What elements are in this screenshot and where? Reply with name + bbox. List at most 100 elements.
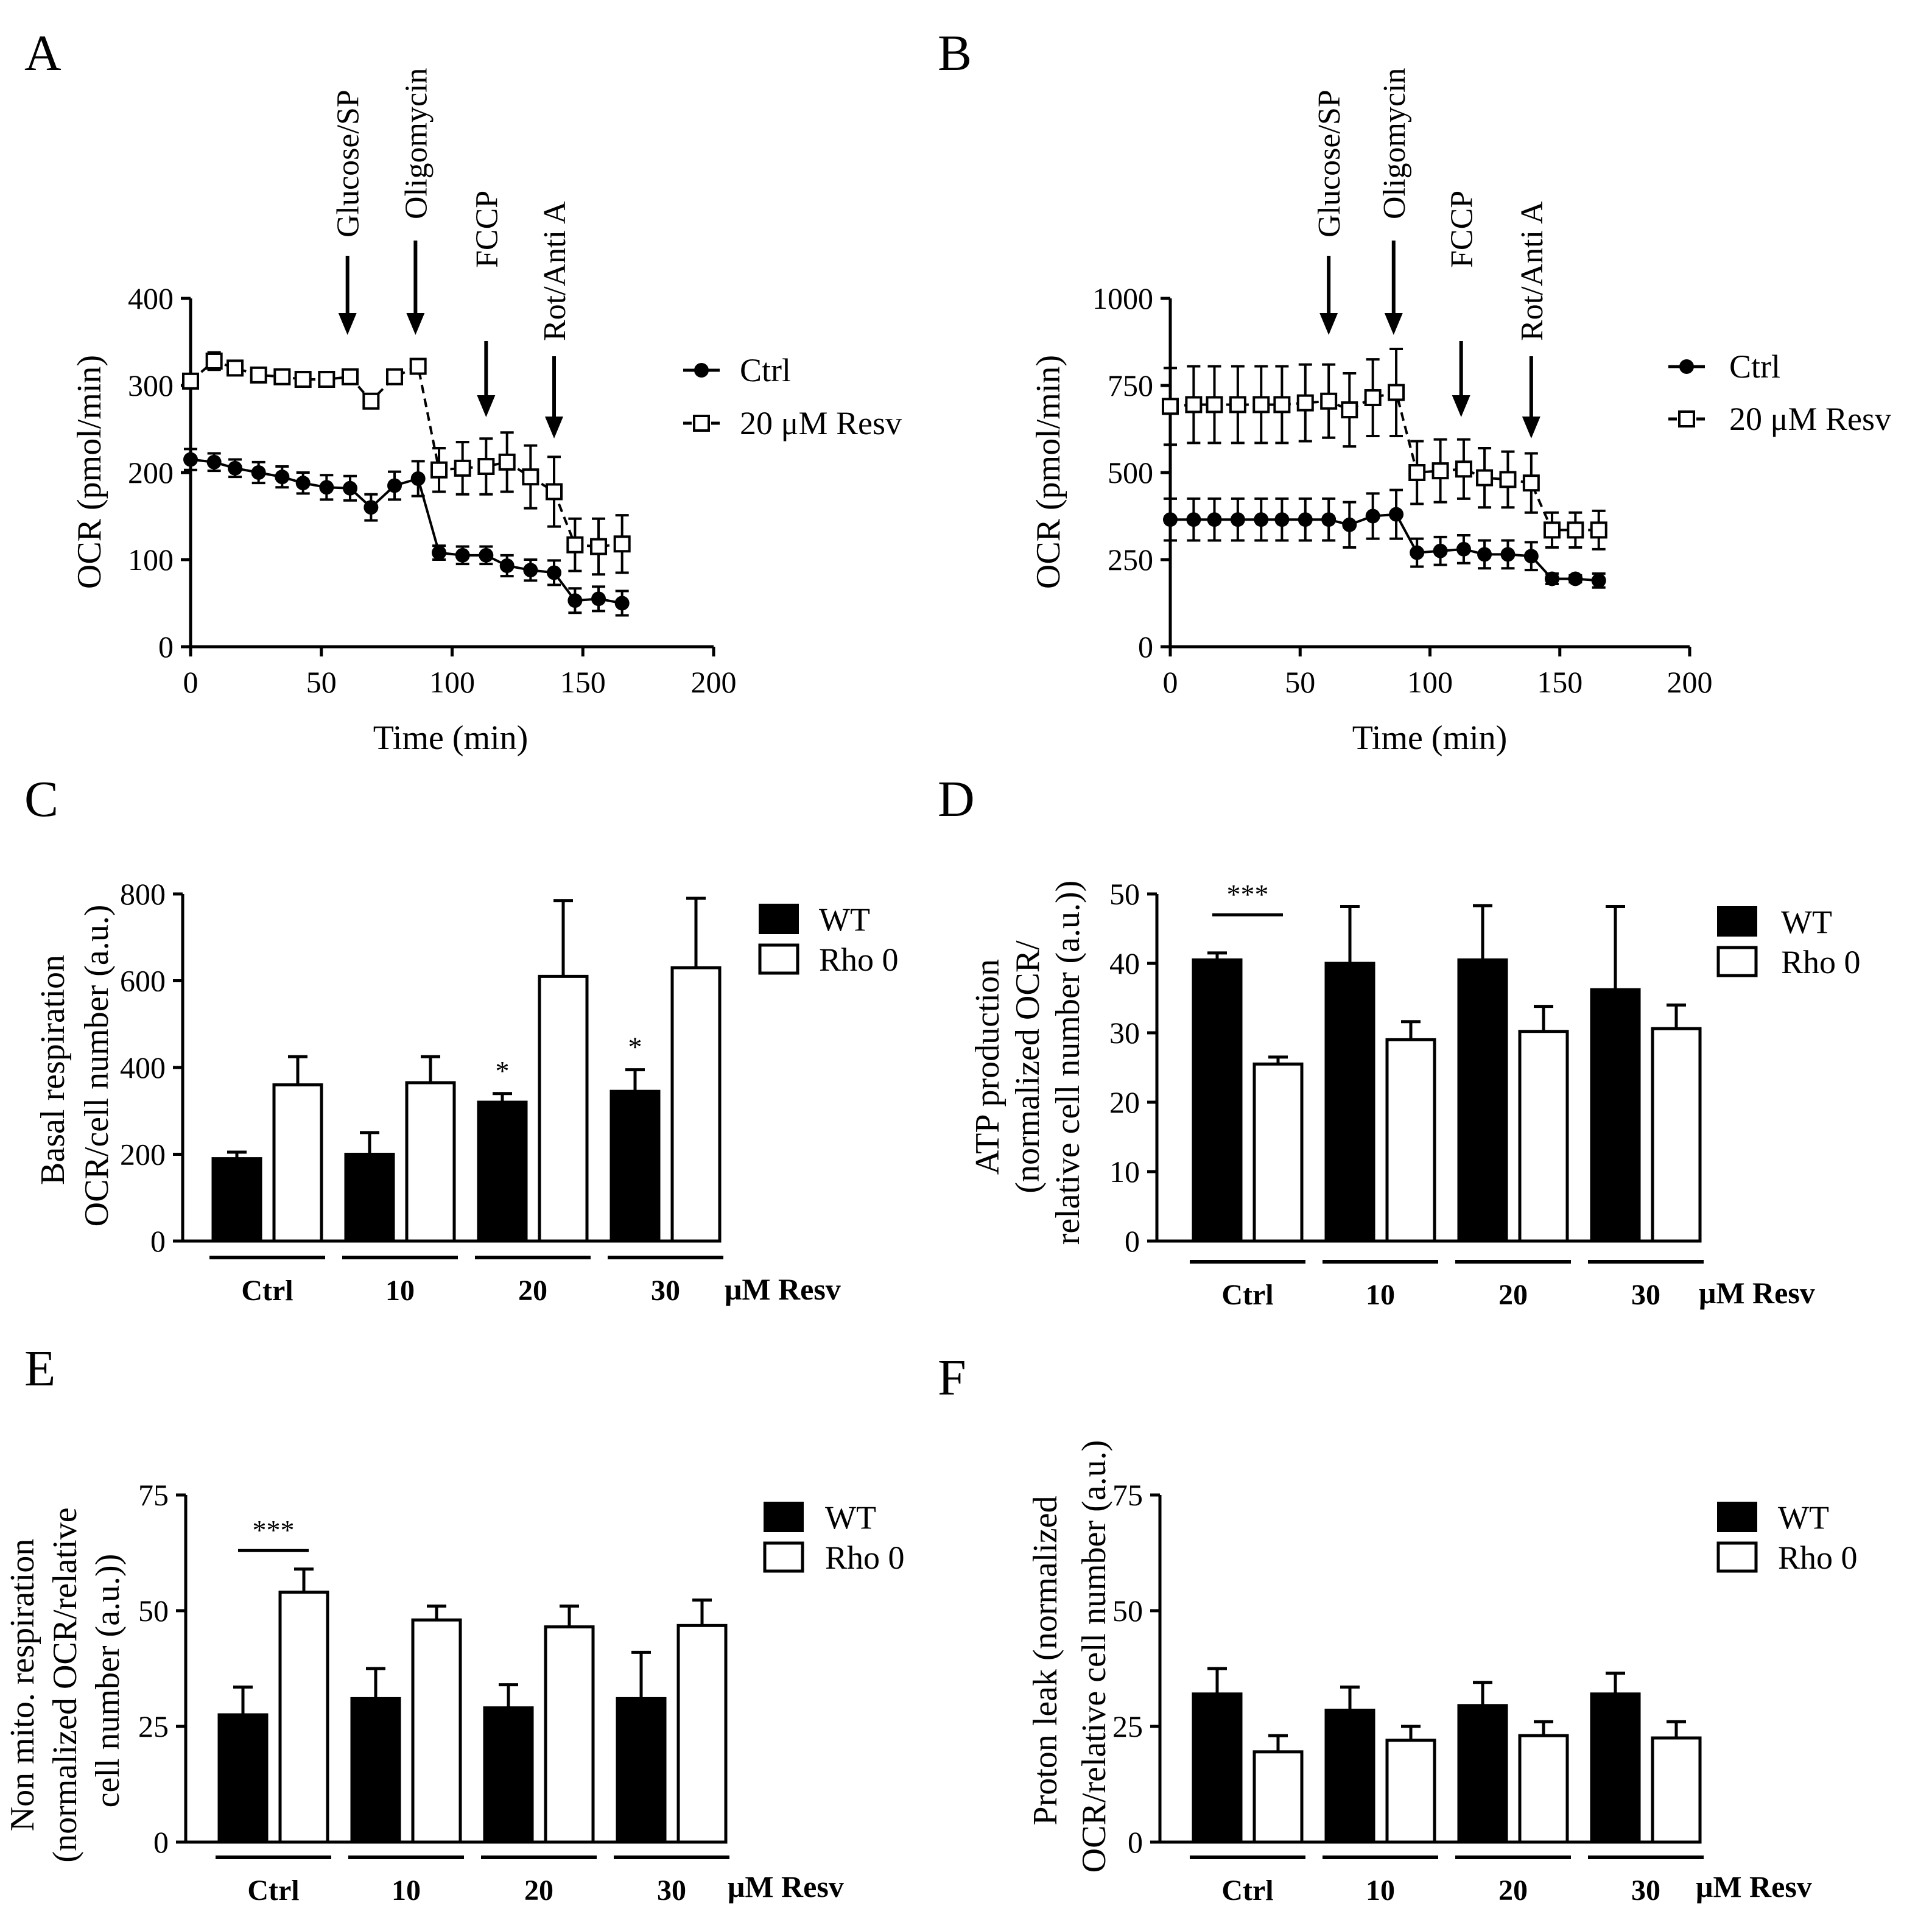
annotation-arrow-head-b: [1319, 313, 1338, 335]
annotation-label-a: Glucose/SP: [331, 90, 366, 237]
data-point-a-resv: [455, 461, 470, 476]
bar-f-wt: [1459, 1706, 1506, 1842]
y-tick-label-e: 0: [153, 1825, 169, 1859]
data-point-b-ctrl: [1545, 571, 1559, 586]
data-point-a-ctrl: [275, 470, 289, 484]
data-point-a-resv: [343, 370, 357, 384]
group-label-d: 20: [1498, 1279, 1528, 1311]
data-point-b-ctrl: [1568, 571, 1582, 586]
legend-d-rho-label: Rho 0: [1781, 944, 1861, 980]
group-label-f: 20: [1498, 1874, 1528, 1907]
legend-c-rho-swatch: [760, 945, 798, 973]
data-point-a-ctrl: [591, 591, 606, 606]
bar-e-rho: [280, 1592, 328, 1842]
y-axis-label-d-line-2: (normalized OCR/: [1009, 940, 1047, 1194]
unit-label-e: μM Resv: [728, 1870, 844, 1904]
plot-b: 0 50 100 150 200 0 250 500 750 1000 Glucose/SP Olig…: [1092, 68, 1713, 699]
legend-b-resv-label: 20 μM Resv: [1729, 401, 1891, 437]
panel-letter-c: C: [24, 771, 58, 828]
y-tick-label-d: 0: [1125, 1224, 1140, 1258]
bar-d-wt: [1592, 990, 1639, 1241]
x-tick-label-a: 100: [429, 665, 475, 699]
bar-f-wt: [1592, 1694, 1639, 1842]
legend-f-wt-swatch: [1718, 1503, 1756, 1531]
data-point-a-ctrl: [343, 481, 357, 496]
annotation-arrow-head-b: [1385, 313, 1403, 335]
panel-a: A 0 50 100 150 200 0 100 200 300 400 Glucose/SP Oli…: [24, 25, 902, 757]
data-point-b-resv: [1500, 472, 1515, 487]
data-point-a-resv: [591, 540, 606, 554]
data-point-a-ctrl: [411, 471, 426, 486]
panel-letter-b: B: [938, 25, 972, 82]
data-point-a-ctrl: [567, 593, 582, 608]
annotation-arrow-head-a: [477, 395, 495, 417]
significance-star-c: *: [628, 1032, 642, 1063]
x-tick-label-b: 50: [1285, 665, 1315, 699]
bar-f-rho: [1254, 1752, 1302, 1842]
y-tick-label-f: 0: [1128, 1825, 1143, 1859]
legend-f: WT Rho 0: [1718, 1499, 1858, 1576]
annotation-label-b: Oligomycin: [1377, 68, 1412, 219]
legend-b-resv-marker: [1679, 412, 1694, 426]
data-point-b-ctrl: [1342, 518, 1357, 532]
data-point-b-resv: [1186, 397, 1201, 412]
data-point-b-ctrl: [1433, 544, 1448, 558]
x-tick-label-b: 200: [1667, 665, 1713, 699]
legend-b-ctrl-marker: [1679, 359, 1694, 374]
y-tick-label-b: 250: [1108, 543, 1153, 577]
significance-label-e: ***: [253, 1514, 295, 1546]
data-point-b-ctrl: [1207, 512, 1222, 527]
bar-e-wt: [352, 1698, 399, 1842]
annotation-label-a: FCCP: [469, 191, 504, 268]
data-point-b-resv: [1545, 522, 1559, 537]
data-point-a-ctrl: [364, 500, 378, 515]
data-point-b-ctrl: [1366, 509, 1380, 524]
group-label-e: 20: [524, 1874, 553, 1907]
y-tick-label-a: 400: [128, 281, 174, 315]
y-axis-label-d-line-3: relative cell number (a.u.)): [1049, 881, 1087, 1245]
figure: A 0 50 100 150 2000100200300400Glucose/SP Oli…: [0, 0, 1932, 1917]
bar-c-wt: [611, 1091, 659, 1241]
data-point-b-resv: [1389, 385, 1403, 399]
y-tick-label-a: 300: [128, 368, 174, 403]
bar-f-wt: [1193, 1694, 1241, 1842]
unit-label-d: μM Resv: [1699, 1276, 1815, 1310]
data-point-b-ctrl: [1163, 512, 1178, 527]
legend-e-wt-label: WT: [825, 1499, 876, 1536]
data-point-b-ctrl: [1477, 547, 1492, 561]
data-point-b-resv: [1477, 471, 1492, 485]
bar-e-rho: [546, 1627, 593, 1842]
data-point-b-ctrl: [1500, 547, 1515, 561]
unit-label-f: μM Resv: [1696, 1870, 1812, 1904]
plot-a: 0 50 100 150 200 0 100 200 300 400 Glucose/SP Oligo…: [128, 68, 737, 699]
y-axis-label-e-line-3: cell number (a.u.)): [89, 1554, 127, 1808]
y-axis-label-c-line-1: Basal respiration: [34, 955, 72, 1185]
group-label-d: 30: [1631, 1279, 1660, 1311]
y-tick-label-d: 50: [1109, 877, 1140, 911]
y-axis-label-d: ATP production (normalized OCR/ relative…: [969, 881, 1087, 1245]
data-point-a-resv: [364, 394, 378, 409]
y-axis-label-e: Non mito. respiration (normalized OCR/re…: [4, 1499, 127, 1862]
y-tick-label-d: 40: [1109, 946, 1140, 980]
data-point-a-ctrl: [183, 452, 198, 467]
bar-f-rho: [1520, 1736, 1567, 1842]
y-tick-label-f: 25: [1112, 1709, 1143, 1743]
group-label-c: 20: [518, 1275, 547, 1307]
group-label-e: 30: [657, 1874, 686, 1907]
unit-label-c: μM Resv: [725, 1272, 841, 1306]
y-axis-label-f-line-2: OCR/relative cell number (a.u.): [1075, 1440, 1113, 1873]
data-point-a-resv: [183, 374, 198, 389]
data-point-a-ctrl: [207, 455, 222, 470]
annotation-arrow-head-b: [1522, 417, 1540, 438]
panel-c: C 0 200 400 600 800 Ctrl 10 20 30 * * Basal respir…: [24, 771, 899, 1307]
data-point-b-ctrl: [1524, 549, 1539, 563]
x-axis-label-a: Time (min): [373, 719, 529, 757]
legend-e-wt-swatch: [765, 1503, 803, 1531]
data-point-a-resv: [523, 470, 538, 484]
y-axis-label-a: OCR (pmol/min): [71, 355, 108, 589]
significance-label-d: ***: [1227, 879, 1269, 910]
legend-a-resv-label: 20 μM Resv: [740, 405, 902, 441]
data-point-b-resv: [1456, 462, 1471, 476]
legend-a-ctrl-marker: [694, 363, 709, 378]
group-label-f: Ctrl: [1221, 1874, 1273, 1907]
